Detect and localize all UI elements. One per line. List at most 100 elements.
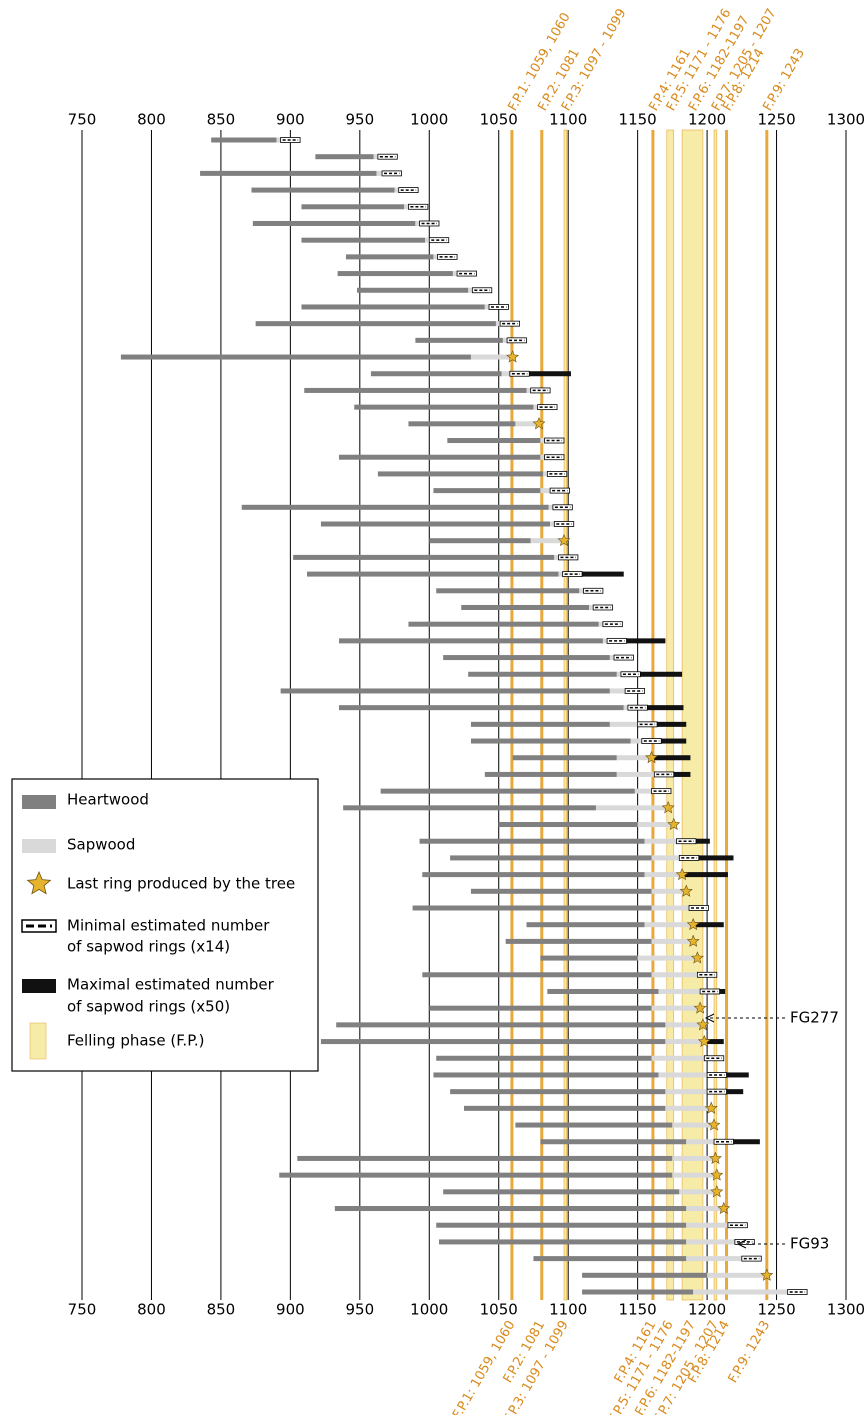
legend-label: Maximal estimated number bbox=[67, 976, 275, 994]
last-ring bbox=[557, 533, 571, 547]
sapwood bbox=[651, 1005, 701, 1011]
sapwood bbox=[550, 521, 555, 527]
legend-swatch bbox=[22, 839, 56, 853]
last-ring bbox=[708, 1151, 722, 1164]
x-tick-label: 1000 bbox=[410, 1301, 448, 1319]
heartwood bbox=[337, 271, 453, 277]
x-tick-label: 800 bbox=[137, 1301, 166, 1319]
rows bbox=[120, 137, 808, 1295]
last-ring bbox=[717, 1201, 731, 1215]
sapwood bbox=[693, 1289, 788, 1295]
sapwood bbox=[651, 972, 698, 978]
heartwood bbox=[438, 1239, 687, 1245]
max-sapwood bbox=[714, 1139, 760, 1145]
heartwood bbox=[443, 655, 610, 661]
last-ring bbox=[645, 750, 658, 764]
heartwood bbox=[301, 204, 405, 210]
heartwood bbox=[408, 421, 516, 427]
sapwood bbox=[672, 1122, 715, 1128]
heartwood bbox=[338, 638, 603, 644]
heartwood bbox=[304, 387, 527, 393]
max-sapwood bbox=[682, 872, 728, 878]
x-tick-label: 1200 bbox=[688, 111, 726, 129]
sapwood bbox=[686, 1256, 742, 1262]
sapwood bbox=[433, 254, 438, 260]
last-ring bbox=[661, 801, 675, 814]
heartwood bbox=[582, 1272, 708, 1278]
sapwood bbox=[672, 1155, 716, 1161]
sapwood bbox=[651, 938, 694, 944]
heartwood bbox=[461, 604, 590, 610]
sapwood bbox=[404, 204, 409, 210]
heartwood bbox=[464, 1105, 666, 1111]
sapwood bbox=[658, 1072, 708, 1078]
sapwood bbox=[501, 371, 510, 377]
x-tick-label: 1100 bbox=[549, 111, 587, 129]
heartwood bbox=[540, 955, 638, 961]
legend-box bbox=[11, 778, 319, 1072]
sapwood bbox=[665, 1105, 712, 1111]
x-tick-label: 1050 bbox=[480, 111, 518, 129]
sapwood bbox=[548, 504, 553, 510]
heartwood bbox=[255, 321, 496, 327]
sapwood bbox=[468, 287, 473, 293]
x-tick-label: 1050 bbox=[480, 1301, 518, 1319]
felling-phase bbox=[713, 129, 718, 1301]
x-tick-label: 1300 bbox=[827, 111, 865, 129]
sapwood bbox=[540, 454, 545, 460]
sapwood bbox=[609, 688, 626, 694]
heartwood bbox=[582, 1289, 694, 1295]
last-ring bbox=[686, 917, 700, 931]
heartwood bbox=[251, 187, 395, 193]
sapwood bbox=[672, 1172, 717, 1178]
sapwood bbox=[484, 304, 490, 310]
sapwood bbox=[558, 571, 563, 577]
heartwood bbox=[408, 621, 599, 627]
heartwood bbox=[345, 254, 434, 260]
sapwood bbox=[686, 1222, 728, 1228]
sapwood bbox=[637, 822, 674, 828]
phase-label: F.P.9: 1243 bbox=[760, 46, 808, 114]
sapwood bbox=[554, 554, 559, 560]
x-tick-label: 1100 bbox=[549, 1301, 587, 1319]
legend-label: of sapwod rings (x14) bbox=[67, 938, 230, 956]
heartwood bbox=[357, 287, 469, 293]
annotation: FG93 bbox=[790, 1235, 829, 1253]
last-ring bbox=[693, 1001, 707, 1014]
legend-label: Last ring produced by the tree bbox=[67, 875, 295, 893]
heartwood bbox=[200, 170, 377, 176]
heartwood bbox=[433, 1072, 659, 1078]
heartwood bbox=[415, 337, 503, 343]
x-tick-label: 1250 bbox=[757, 111, 795, 129]
x-tick-label: 800 bbox=[137, 111, 166, 129]
heartwood bbox=[436, 588, 580, 594]
max-sapwood bbox=[620, 671, 683, 677]
heartwood bbox=[252, 220, 416, 226]
sapwood bbox=[515, 421, 540, 427]
heartwood bbox=[433, 488, 541, 494]
max-sapwood bbox=[707, 1072, 749, 1078]
sapwood bbox=[540, 438, 545, 444]
heartwood bbox=[450, 1089, 666, 1095]
sapwood bbox=[598, 621, 603, 627]
legend: Heartwood Sapwood Last ring produced by th… bbox=[11, 778, 319, 1072]
heartwood bbox=[422, 872, 645, 878]
max-sapwood bbox=[637, 721, 687, 727]
max-sapwood bbox=[607, 638, 666, 644]
sapwood bbox=[658, 988, 701, 994]
phase-label: F.P.9: 1243 bbox=[726, 1318, 774, 1386]
sapwood bbox=[394, 187, 399, 193]
heartwood bbox=[470, 721, 610, 727]
legend-label: Heartwood bbox=[67, 791, 149, 809]
heartwood bbox=[280, 688, 610, 694]
heartwood bbox=[547, 988, 659, 994]
sapwood bbox=[452, 271, 458, 277]
legend-label: of sapwod rings (x50) bbox=[67, 998, 230, 1016]
x-tick-label: 1250 bbox=[757, 1301, 795, 1319]
heartwood bbox=[450, 855, 652, 861]
heartwood bbox=[540, 1139, 687, 1145]
x-tick-label: 850 bbox=[207, 111, 236, 129]
heartwood bbox=[120, 354, 471, 360]
max-sapwood bbox=[641, 738, 687, 744]
sapwood bbox=[644, 838, 677, 844]
